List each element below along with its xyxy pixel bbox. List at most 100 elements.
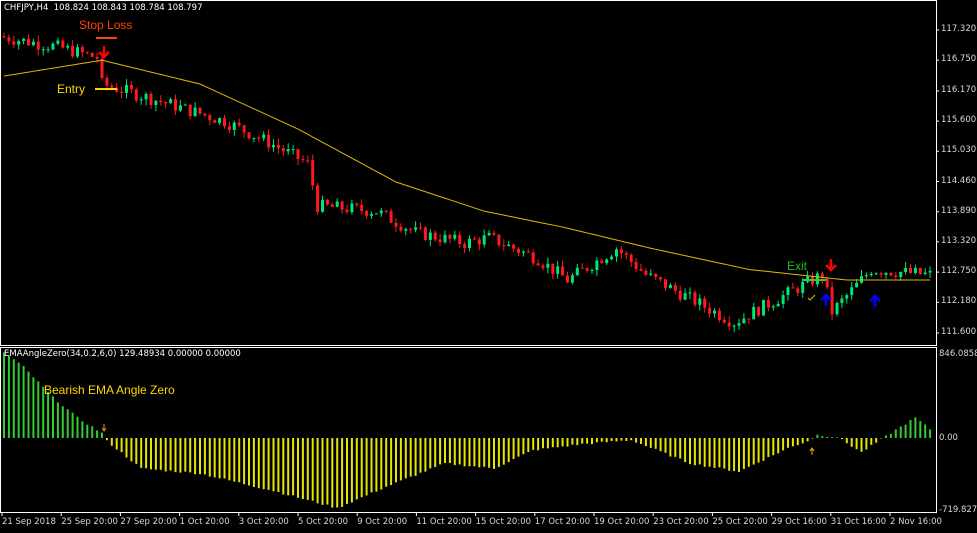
- candle-body: [267, 134, 271, 148]
- candle-body: [708, 307, 712, 314]
- price-tick-label: 116.750: [941, 54, 977, 65]
- candle-body: [879, 273, 883, 275]
- candle-body: [678, 290, 682, 300]
- time-tick-label: 1 Oct 20:00: [179, 517, 230, 527]
- candle-body: [776, 303, 780, 307]
- candle-body: [845, 295, 849, 299]
- candle-body: [41, 49, 45, 51]
- candle-body: [394, 222, 398, 227]
- time-tick-label: 15 Oct 20:00: [475, 517, 532, 527]
- candle-body: [409, 229, 413, 231]
- candle-body: [899, 271, 903, 278]
- candle-body: [766, 299, 770, 308]
- candle-body: [36, 41, 40, 50]
- time-tick-label: 25 Sep 20:00: [61, 517, 118, 527]
- candle-body: [864, 275, 868, 277]
- candle-body: [183, 104, 187, 106]
- candle-body: [458, 234, 462, 245]
- candle-body: [188, 104, 192, 117]
- candle-body: [791, 287, 795, 289]
- candle-body: [419, 227, 422, 229]
- candle-body: [923, 272, 927, 275]
- candle-body: [585, 268, 589, 271]
- candle-body: [634, 261, 638, 270]
- candle-body: [526, 251, 530, 253]
- candle-body: [497, 234, 501, 246]
- candle-body: [531, 252, 535, 264]
- candle-body: [355, 203, 359, 206]
- candle-body: [521, 251, 525, 253]
- candle-body: [732, 325, 736, 327]
- candle-body: [762, 299, 765, 316]
- exit-label: Exit: [787, 259, 808, 273]
- candle-body: [105, 78, 109, 86]
- time-tick-label: 3 Oct 20:00: [238, 517, 289, 527]
- candle-body: [624, 253, 628, 255]
- candle-body: [453, 234, 457, 239]
- candle-body: [384, 210, 388, 212]
- indicator-down-arrow-icon: [101, 424, 107, 432]
- buy-arrow-icon: [820, 293, 832, 306]
- indicator-axis-zero: 0.00: [939, 433, 958, 443]
- candle-body: [570, 275, 574, 283]
- candle-body: [884, 272, 888, 275]
- entry-label: Entry: [57, 82, 86, 96]
- candle-body: [134, 89, 138, 101]
- indicator-header: EMAAngleZero(34,0.2,6,0) 129.48934 0.000…: [4, 349, 241, 359]
- candle-body: [360, 205, 364, 211]
- candle-body: [468, 238, 471, 248]
- candle-body: [566, 275, 569, 283]
- candle-body: [423, 227, 427, 240]
- candle-body: [66, 45, 70, 48]
- candle-body: [213, 120, 217, 123]
- candle-body: [193, 107, 197, 117]
- candle-body: [605, 259, 609, 264]
- candle-body: [517, 248, 520, 253]
- candle-body: [232, 122, 236, 130]
- candle-body: [820, 273, 824, 279]
- time-tick-label: 25 Oct 20:00: [712, 517, 768, 527]
- symbol-header: CHFJPY,H4 108.824 108.843 108.784 108.79…: [4, 3, 203, 13]
- candle-body: [644, 270, 648, 275]
- candle-body: [698, 298, 702, 305]
- candle-body: [61, 40, 65, 48]
- candle-body: [257, 137, 261, 139]
- candle-body: [507, 244, 511, 247]
- price-tick-label: 117.320: [941, 24, 977, 34]
- candle-body: [335, 201, 339, 207]
- price-tick-label: 111.600: [941, 327, 977, 337]
- candle-body: [629, 254, 633, 262]
- candle-body: [316, 185, 320, 212]
- candle-body: [654, 273, 658, 278]
- candle-body: [154, 100, 158, 106]
- candle-body: [325, 199, 329, 205]
- candle-body: [835, 303, 839, 315]
- indicator-up-arrow-icon: [809, 447, 815, 455]
- candle-body: [51, 43, 55, 50]
- candle-body: [281, 148, 285, 152]
- candle-body: [7, 37, 11, 42]
- sell-arrow-icon: [825, 259, 837, 272]
- time-tick-label: 9 Oct 20:00: [357, 517, 408, 527]
- price-tick-label: 113.320: [941, 235, 977, 246]
- candle-body: [159, 100, 163, 103]
- candle-body: [815, 273, 819, 285]
- candle-body: [463, 244, 467, 248]
- candle-body: [894, 275, 898, 278]
- candle-body: [100, 58, 104, 79]
- candle-body: [683, 293, 687, 300]
- candle-body: [742, 318, 746, 324]
- candle-body: [786, 287, 790, 296]
- candle-body: [178, 105, 182, 111]
- candle-body: [556, 266, 560, 274]
- candle-body: [296, 149, 300, 159]
- time-tick-label: 29 Oct 16:00: [771, 517, 828, 527]
- candle-body: [12, 41, 16, 45]
- candle-body: [76, 47, 79, 57]
- indicator-signal-label: Bearish EMA Angle Zero: [44, 383, 175, 397]
- candle-body: [600, 260, 604, 264]
- candle-body: [120, 91, 124, 93]
- price-tick-label: 115.600: [941, 115, 977, 126]
- candle-body: [874, 273, 878, 275]
